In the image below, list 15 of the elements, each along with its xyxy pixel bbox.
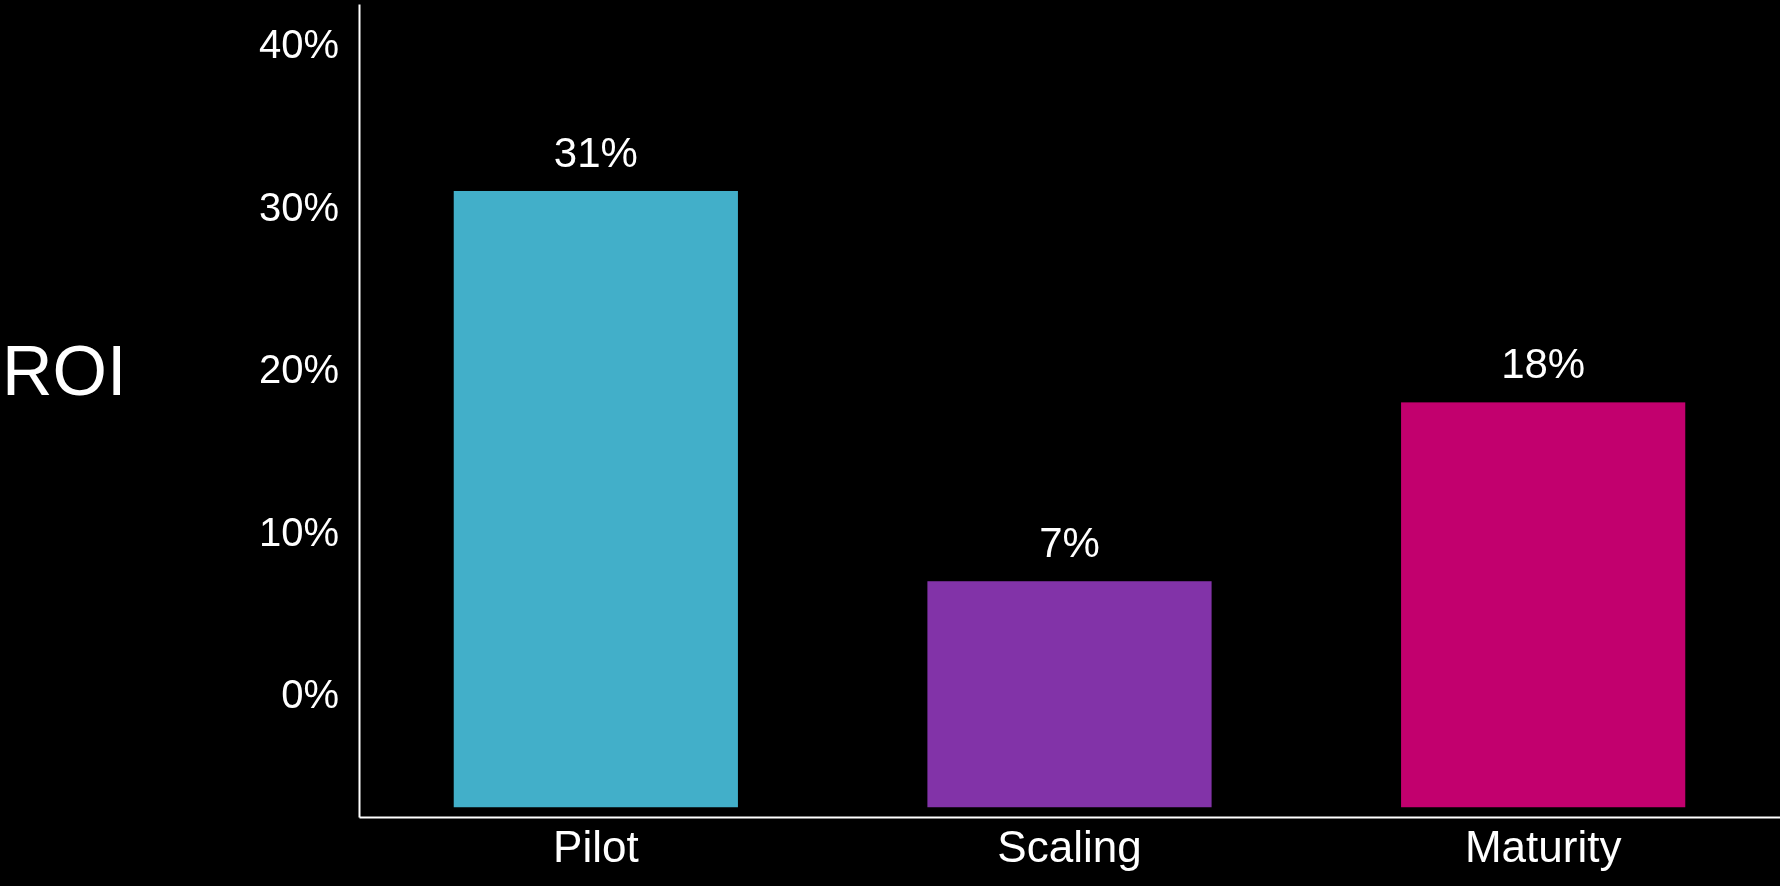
y-tick-label: 30% [258,184,339,229]
y-tick-label: 20% [258,347,339,392]
x-tick-label: Pilot [553,822,639,872]
x-tick-label: Scaling [997,822,1142,872]
data-label: 31% [553,128,638,176]
data-label: 7% [1039,519,1100,567]
bar [927,581,1212,808]
x-tick-label: Maturity [1464,822,1622,872]
data-label: 18% [1501,340,1586,388]
y-axis-title: ROI [2,332,127,410]
y-tick-label: 10% [258,509,339,554]
bar [1401,402,1686,808]
y-tick-label: 0% [281,672,339,717]
y-tick-label: 40% [258,21,339,66]
bar [453,190,738,808]
